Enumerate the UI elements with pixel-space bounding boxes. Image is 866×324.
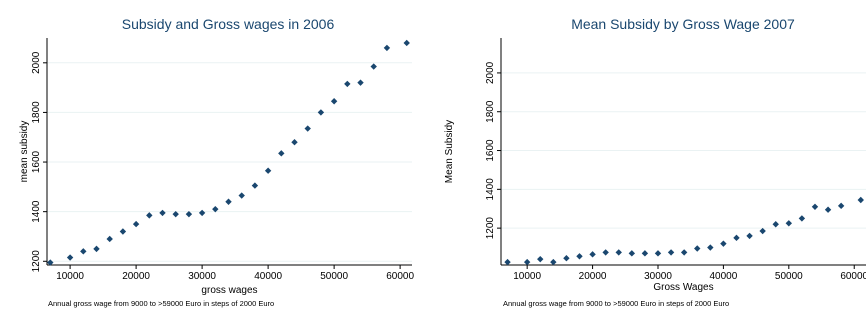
data-point <box>824 206 832 213</box>
data-point <box>707 244 714 251</box>
chart-panel-2007: 10000 20000 30000 40000 50000 60000 1200 1400 16… <box>433 0 866 324</box>
data-point <box>733 234 740 242</box>
x-tick-label: 20000 <box>122 271 150 282</box>
data-point <box>278 150 285 157</box>
data-point <box>759 227 766 235</box>
data-point <box>798 215 806 222</box>
y-tick-label: 2000 <box>31 51 42 74</box>
data-point <box>680 249 688 256</box>
data-point <box>694 245 701 252</box>
data-point <box>550 258 557 266</box>
x-tick-label: 30000 <box>188 271 216 282</box>
data-point <box>106 235 113 243</box>
data-point <box>370 63 377 70</box>
data-point <box>119 228 127 235</box>
y-tick-label: 1600 <box>485 139 496 162</box>
y-tick-label: 1400 <box>31 200 42 223</box>
data-point <box>641 250 649 257</box>
data-point <box>837 202 845 210</box>
data-point <box>772 221 779 228</box>
data-point <box>172 210 179 218</box>
y-tick-label: 1200 <box>485 217 496 240</box>
data-point <box>212 205 219 213</box>
y-tick-label: 2000 <box>485 61 496 84</box>
data-point <box>576 253 583 260</box>
chart-title: Subsidy and Gross wages in 2006 <box>122 16 335 32</box>
y-tick-label: 1800 <box>485 100 496 123</box>
data-point <box>80 248 87 255</box>
scatter-chart-2007: 10000 20000 30000 40000 50000 60000 1200 1400 16… <box>444 16 866 308</box>
x-tick-label: 40000 <box>709 271 737 282</box>
data-point <box>811 203 819 210</box>
data-point <box>785 220 793 227</box>
x-tick-label: 60000 <box>386 271 414 282</box>
data-point <box>357 79 364 86</box>
data-point <box>383 44 391 52</box>
x-tick-label: 30000 <box>644 271 672 282</box>
y-tick-label: 1200 <box>31 250 42 273</box>
x-tick-label: 50000 <box>775 271 803 282</box>
data-point <box>628 250 636 257</box>
data-point <box>504 258 511 266</box>
chart-panel-2006: 10000 20000 30000 40000 50000 60000 1200 1400 16… <box>19 16 414 308</box>
x-tick-label: 50000 <box>320 271 348 282</box>
data-point <box>304 125 311 132</box>
scatter-chart-2006: 10000 20000 30000 40000 50000 60000 1200 1400 16… <box>19 16 414 308</box>
data-point <box>523 258 531 266</box>
data-point <box>615 249 622 256</box>
data-point <box>344 80 351 88</box>
y-axis-label: mean subsidy <box>19 121 30 183</box>
data-point <box>159 209 166 217</box>
data-point <box>238 192 245 199</box>
data-point <box>857 196 864 204</box>
data-point <box>264 167 272 174</box>
data-point <box>185 210 193 218</box>
data-point <box>251 182 259 189</box>
data-point <box>589 251 596 258</box>
chart-note: Annual gross wage from 9000 to >59000 Eu… <box>503 299 729 308</box>
data-point <box>93 245 100 253</box>
data-point <box>720 240 727 247</box>
data-point <box>602 249 609 256</box>
x-axis-label: gross wages <box>201 285 257 296</box>
data-point <box>66 254 74 261</box>
data-point <box>746 232 753 240</box>
data-point <box>291 138 298 146</box>
data-point <box>667 249 675 256</box>
y-axis-label: Mean Subsidy <box>444 120 455 183</box>
data-point <box>225 198 232 205</box>
data-point <box>146 212 153 219</box>
x-tick-label: 60000 <box>840 271 866 282</box>
data-point <box>47 259 54 266</box>
data-point <box>317 109 325 116</box>
data-point <box>654 250 662 257</box>
y-tick-label: 1600 <box>31 150 42 173</box>
data-point <box>537 255 544 263</box>
data-point <box>198 209 206 217</box>
data-point <box>403 39 410 47</box>
data-point <box>330 98 338 105</box>
x-tick-label: 20000 <box>579 271 607 282</box>
data-point <box>132 220 140 228</box>
x-axis-label: Gross Wages <box>653 282 713 293</box>
y-tick-label: 1800 <box>31 101 42 124</box>
chart-note: Annual gross wage from 9000 to >59000 Eu… <box>48 299 274 308</box>
chart-title: Mean Subsidy by Gross Wage 2007 <box>571 16 795 32</box>
x-tick-label: 10000 <box>513 271 541 282</box>
x-tick-label: 40000 <box>254 271 282 282</box>
y-tick-label: 1400 <box>485 178 496 201</box>
x-tick-label: 10000 <box>56 271 84 282</box>
data-point <box>563 255 570 262</box>
